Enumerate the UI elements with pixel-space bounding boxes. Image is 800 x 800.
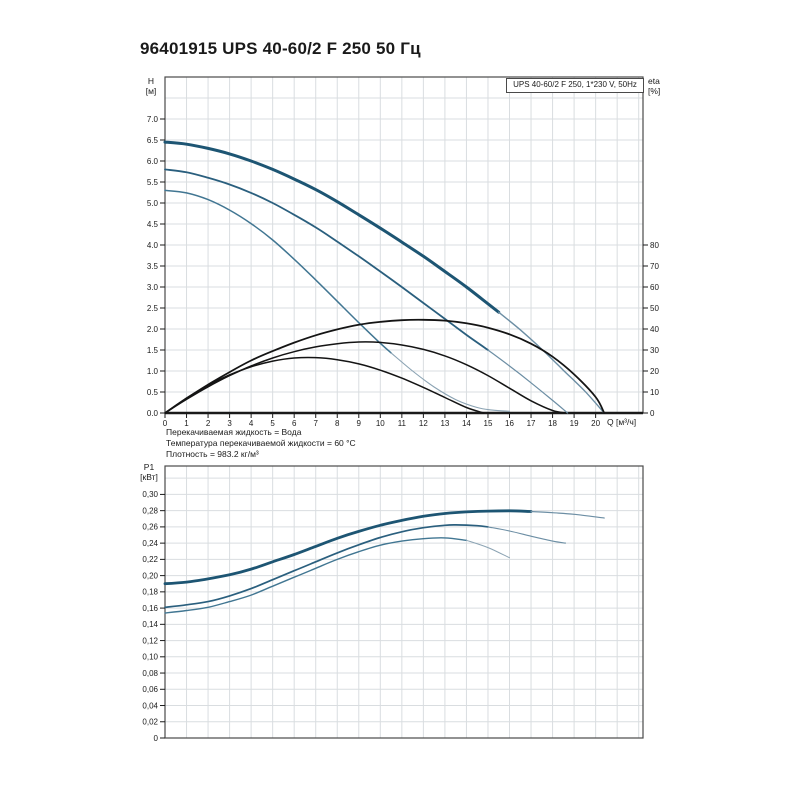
axis-ticks	[160, 118, 648, 739]
svg-text:1: 1	[184, 419, 189, 428]
curve-P1-speed2-main	[164, 524, 489, 609]
note-density: Плотность = 983.2 кг/м³	[166, 449, 259, 460]
svg-text:10: 10	[650, 388, 659, 397]
svg-text:0,14: 0,14	[142, 620, 158, 629]
note-temperature: Температура перекачиваемой жидкости = 60…	[166, 438, 356, 449]
curve-H-speed1-tail	[390, 352, 511, 412]
svg-text:4.5: 4.5	[147, 220, 159, 229]
svg-text:60: 60	[650, 283, 659, 292]
svg-text:20: 20	[650, 367, 659, 376]
power-curves	[163, 509, 605, 614]
svg-text:5: 5	[270, 419, 275, 428]
eta-axis-unit-line1: eta	[648, 76, 660, 86]
svg-text:10: 10	[376, 419, 385, 428]
svg-text:14: 14	[462, 419, 471, 428]
head-axis-unit-line1: H	[147, 76, 155, 86]
svg-text:30: 30	[650, 346, 659, 355]
svg-text:0,24: 0,24	[142, 539, 158, 548]
svg-text:2.0: 2.0	[147, 325, 159, 334]
flow-axis-unit: Q [м³/ч]	[607, 417, 637, 427]
svg-text:5.0: 5.0	[147, 199, 159, 208]
svg-text:0,22: 0,22	[142, 555, 158, 564]
curve-P1-speed3-tail	[530, 510, 605, 519]
svg-text:1.5: 1.5	[147, 346, 159, 355]
page-title: 96401915 UPS 40-60/2 F 250 50 Гц	[140, 39, 421, 58]
svg-text:2: 2	[206, 419, 211, 428]
svg-text:0.5: 0.5	[147, 388, 159, 397]
curve-eta-speed3	[164, 318, 606, 414]
head-and-efficiency-curves	[163, 140, 606, 414]
svg-text:6.0: 6.0	[147, 157, 159, 166]
curve-P1-speed1-main	[164, 537, 468, 614]
svg-text:50: 50	[650, 304, 659, 313]
svg-text:16: 16	[505, 419, 514, 428]
legend-box: UPS 40-60/2 F 250, 1*230 V, 50Hz	[506, 78, 644, 93]
svg-text:4.0: 4.0	[147, 241, 159, 250]
svg-text:0,20: 0,20	[142, 571, 158, 580]
curve-P1-speed2-tail	[487, 526, 567, 544]
curve-H-speed3-tail	[498, 311, 605, 414]
curve-H-speed2-tail	[487, 349, 569, 414]
svg-text:0,10: 0,10	[142, 653, 158, 662]
svg-text:9: 9	[357, 419, 362, 428]
svg-text:2.5: 2.5	[147, 304, 159, 313]
svg-text:20: 20	[591, 419, 600, 428]
svg-text:3.0: 3.0	[147, 283, 159, 292]
svg-text:0,18: 0,18	[142, 588, 158, 597]
svg-text:12: 12	[419, 419, 428, 428]
operating-conditions-notes: Перекачиваемая жидкость = Вода Температу…	[166, 427, 356, 461]
note-fluid: Перекачиваемая жидкость = Вода	[166, 427, 302, 437]
curve-H-speed2-main	[164, 168, 489, 351]
eta-axis-unit-line2: [%]	[648, 85, 661, 96]
svg-text:19: 19	[570, 419, 579, 428]
svg-text:6.5: 6.5	[147, 136, 159, 145]
svg-text:80: 80	[650, 241, 659, 250]
svg-text:0,08: 0,08	[142, 669, 158, 678]
svg-text:3.5: 3.5	[147, 262, 159, 271]
svg-text:7: 7	[313, 419, 318, 428]
head-axis-unit-line2: [м]	[145, 85, 157, 96]
svg-text:4: 4	[249, 419, 254, 428]
svg-text:0: 0	[650, 409, 655, 418]
top-chart-grid	[165, 77, 643, 413]
svg-text:70: 70	[650, 262, 659, 271]
svg-text:15: 15	[484, 419, 493, 428]
bottom-chart-grid	[165, 466, 643, 738]
svg-text:3: 3	[227, 419, 232, 428]
svg-text:0,06: 0,06	[142, 685, 158, 694]
head-axis-unit: H [м]	[136, 76, 166, 96]
svg-text:17: 17	[527, 419, 536, 428]
svg-text:0,26: 0,26	[142, 523, 158, 532]
svg-text:8: 8	[335, 419, 340, 428]
curve-eta-speed1	[164, 356, 485, 414]
svg-text:0,28: 0,28	[142, 506, 158, 515]
svg-text:18: 18	[548, 419, 557, 428]
curve-P1-speed3-main	[163, 509, 533, 586]
curve-P1-speed1-tail	[465, 539, 510, 559]
svg-text:0,16: 0,16	[142, 604, 158, 613]
svg-text:0: 0	[154, 734, 159, 743]
svg-text:1.0: 1.0	[147, 367, 159, 376]
svg-text:13: 13	[440, 419, 449, 428]
curve-H-speed3-main	[163, 140, 501, 314]
eta-axis-unit: eta [%]	[648, 76, 678, 96]
svg-text:0.0: 0.0	[147, 409, 159, 418]
svg-text:0,30: 0,30	[142, 490, 158, 499]
power-axis-unit-line2: [кВт]	[140, 471, 158, 482]
axis-tick-labels: 0 1 2 3 4 5 6 7 8 9 10 11 12 13 14 15 16 17 18 19 200.00.51.…	[142, 115, 659, 743]
svg-text:11: 11	[398, 419, 407, 428]
svg-text:6: 6	[292, 419, 297, 428]
svg-text:7.0: 7.0	[147, 115, 159, 124]
power-axis-unit-line1: P1	[143, 462, 155, 472]
svg-text:5.5: 5.5	[147, 178, 159, 187]
svg-text:40: 40	[650, 325, 659, 334]
svg-text:0,04: 0,04	[142, 701, 158, 710]
power-axis-unit: P1 [кВт]	[130, 462, 168, 482]
chart-frames	[164, 76, 644, 739]
svg-text:0: 0	[163, 419, 168, 428]
svg-text:0,02: 0,02	[142, 718, 158, 727]
svg-text:0,12: 0,12	[142, 636, 158, 645]
